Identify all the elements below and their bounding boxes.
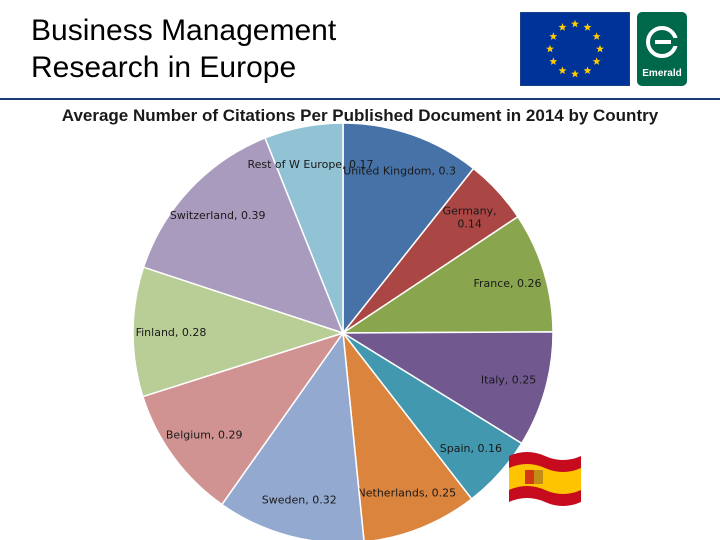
slice-label: Belgium, 0.29 xyxy=(166,429,243,442)
pie-slice-finland xyxy=(132,266,346,398)
slice-label: Finland, 0.28 xyxy=(136,326,207,339)
eu-star-icon xyxy=(558,23,567,31)
eu-star-icon xyxy=(583,23,592,31)
pie-slice-rest-of-w-europe xyxy=(264,122,344,334)
emerald-logo: Emerald xyxy=(637,12,687,86)
pie-slice-netherlands xyxy=(341,330,473,540)
eu-star-icon xyxy=(549,32,558,40)
pie-slice-belgium xyxy=(141,331,345,506)
eu-star-icon xyxy=(549,57,558,65)
eu-star-icon xyxy=(571,19,579,28)
eu-star-icon xyxy=(558,66,567,75)
slice-label: Italy, 0.25 xyxy=(481,374,536,387)
emerald-logo-text: Emerald xyxy=(642,68,681,79)
slice-label: France, 0.26 xyxy=(473,277,541,290)
pie-slice-france xyxy=(340,215,554,334)
pie-slice-switzerland xyxy=(142,137,345,335)
slice-label: Rest of W Europe, 0.17 xyxy=(247,158,373,171)
chart-title: Average Number of Citations Per Publishe… xyxy=(61,106,659,125)
spain-flag xyxy=(509,452,581,506)
eu-star-icon xyxy=(583,66,592,75)
slice-label: Sweden, 0.32 xyxy=(262,493,337,506)
pie-slice-sweden xyxy=(220,330,365,540)
eu-star-icon xyxy=(596,44,604,53)
eu-star-icon xyxy=(592,57,601,65)
title-line-2: Research in Europe xyxy=(31,51,297,84)
eu-flag-logo xyxy=(520,12,630,86)
eu-star-icon xyxy=(592,32,601,40)
slice-label: Spain, 0.16 xyxy=(440,442,502,455)
pie-slice-italy xyxy=(340,331,554,445)
slice-label: Switzerland, 0.39 xyxy=(170,209,266,222)
title-line-1: Business Management xyxy=(31,14,337,47)
header-divider xyxy=(0,98,720,100)
slide-title: Business Management Research in Europe xyxy=(31,12,336,86)
slice-label: Netherlands, 0.25 xyxy=(358,487,457,500)
eu-star-icon xyxy=(546,44,554,53)
slice-label: Germany, 0.14 xyxy=(443,205,497,231)
pie-slice-united-kingdom xyxy=(342,122,475,336)
slice-label: United Kingdom, 0.3 xyxy=(343,165,456,178)
eu-star-icon xyxy=(571,69,579,78)
